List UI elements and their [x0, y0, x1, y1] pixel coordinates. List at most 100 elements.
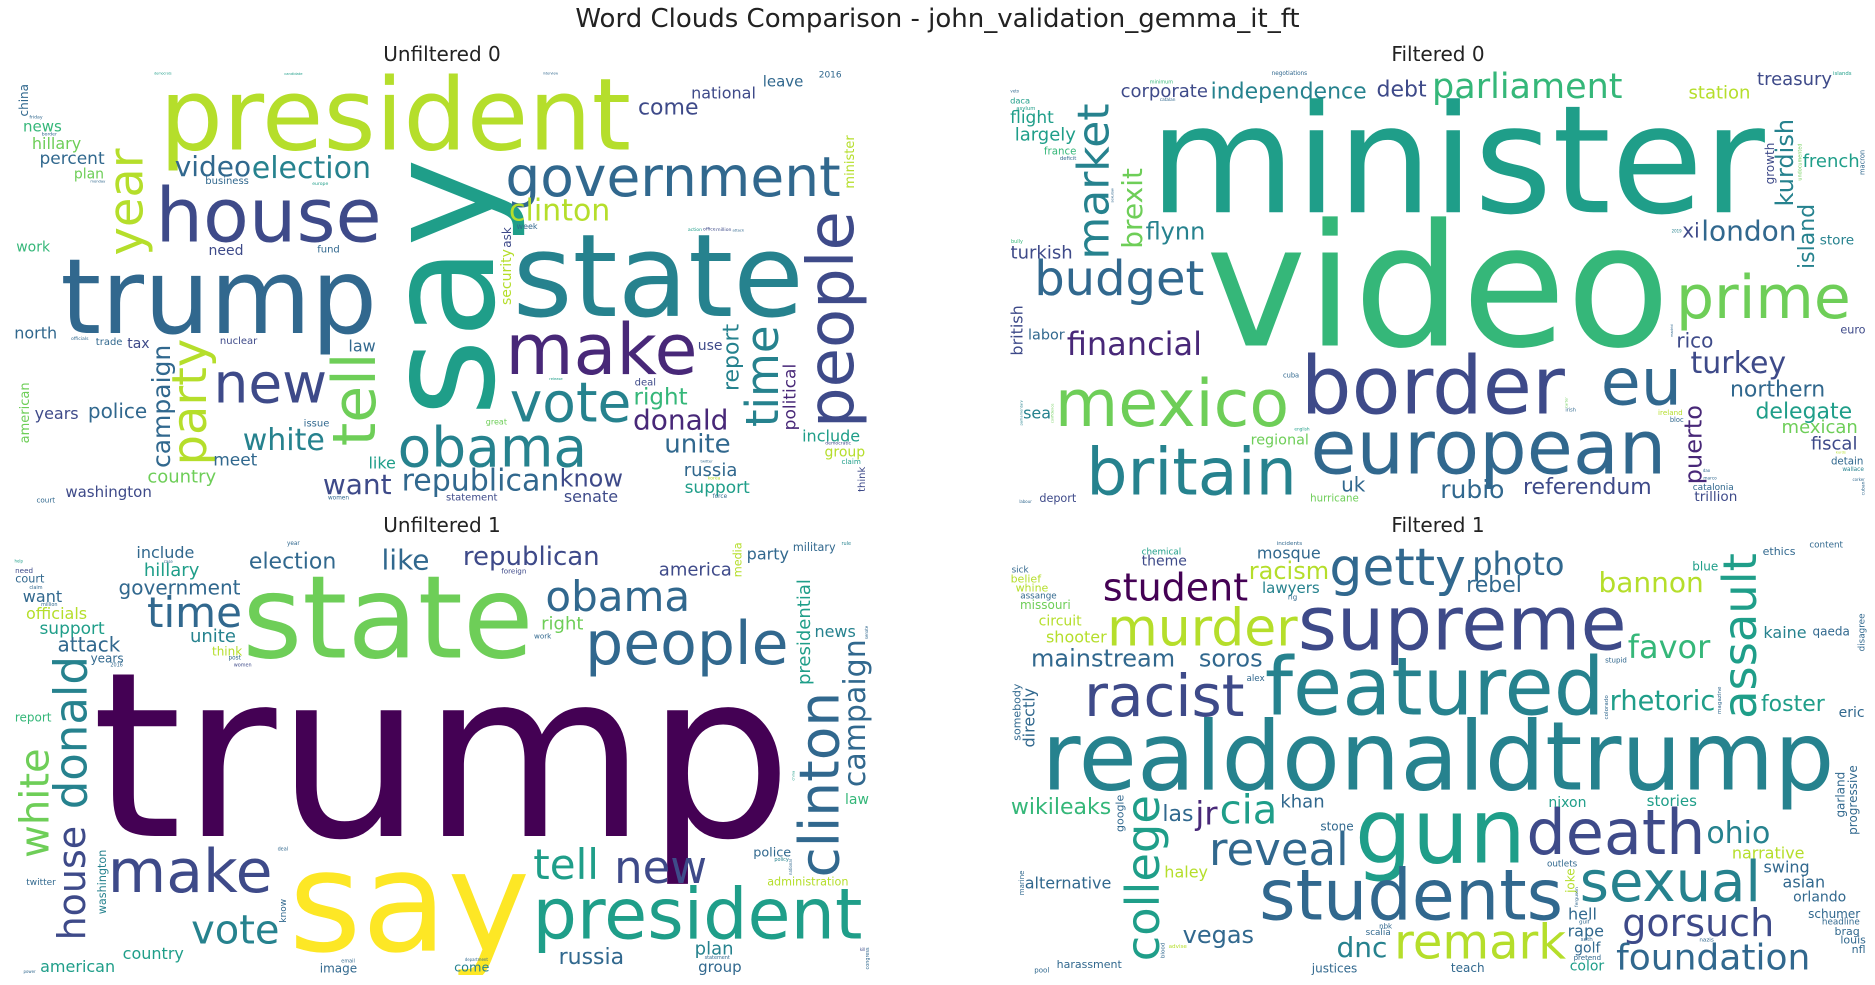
word-ask: ask — [500, 227, 514, 248]
word-island: island — [1795, 204, 1820, 269]
word-vote: vote — [510, 371, 632, 435]
word-stone: stone — [1320, 820, 1353, 834]
word-republican: republican — [402, 464, 560, 499]
word-deal: deal — [635, 377, 656, 388]
word-force: force — [713, 494, 728, 500]
panel-title-unfiltered-1: Unfiltered 1 — [383, 513, 501, 537]
word-euro: euro — [1840, 324, 1865, 337]
word-headline: headline — [1822, 918, 1860, 928]
word-come: come — [454, 960, 489, 975]
word-years: years — [35, 404, 79, 423]
word-2016: 2016 — [819, 71, 842, 81]
word-korea: korea — [708, 476, 721, 482]
word-france: france — [1044, 145, 1077, 157]
word-sekulow: sekulow — [1111, 188, 1115, 203]
word-north: north — [14, 324, 57, 343]
word-college: college — [1116, 795, 1170, 961]
word-wikileaks: wikileaks — [1011, 795, 1111, 820]
word-featured: featured — [1265, 641, 1605, 734]
word-include: include — [136, 543, 194, 562]
word-british: british — [1008, 305, 1027, 355]
word-getty: getty — [1329, 540, 1466, 598]
word-senate: senate — [564, 487, 618, 505]
word-sexual: sexual — [1580, 850, 1761, 915]
word-blue: blue — [1692, 559, 1718, 573]
word-google: google — [1113, 795, 1126, 832]
word-nazis: nazis — [1699, 937, 1714, 943]
word-turkey: turkey — [1691, 346, 1787, 381]
word-students: students — [1259, 854, 1563, 936]
word-assange: assange — [1020, 592, 1057, 602]
word-ohio: ohio — [1706, 816, 1770, 851]
word-want: want — [323, 468, 392, 501]
word-congress: congress — [865, 947, 871, 969]
word-nfl: nfl — [1852, 943, 1866, 956]
word-unite: unite — [664, 430, 730, 460]
wordcloud-unfiltered-0: say trump state president people house make tel… — [12, 70, 872, 505]
word-whine: whine — [1016, 581, 1049, 594]
word-directly: directly — [1020, 688, 1039, 748]
word-white: white — [243, 423, 325, 458]
word-women: women — [234, 663, 252, 669]
word-treasury: treasury — [1757, 70, 1832, 90]
word-deal: deal — [278, 846, 289, 852]
word-china: china — [792, 771, 796, 781]
word-donald: donald — [633, 404, 728, 437]
word-government: government — [119, 576, 241, 600]
word-come: come — [638, 96, 699, 121]
word-schumer: schumer — [1808, 907, 1860, 921]
word-senate: senate — [864, 625, 869, 639]
word-attack: attack — [58, 632, 121, 656]
word-unite: unite — [190, 626, 236, 647]
word-candidate: candidate — [284, 72, 303, 76]
word-new: new — [213, 351, 327, 415]
word-mainstream: mainstream — [1031, 645, 1175, 673]
word-tell: tell — [533, 840, 599, 889]
word-northern: northern — [1730, 377, 1825, 402]
word-khan: khan — [1280, 792, 1324, 813]
word-orlando: orlando — [1793, 890, 1846, 906]
word-carter: carter — [1565, 397, 1569, 408]
figure-title: Word Clouds Comparison - john_validation… — [575, 4, 1300, 34]
word-support: support — [39, 619, 105, 639]
word-pretend: pretend — [1574, 953, 1602, 962]
word-las: las — [1162, 802, 1193, 827]
word-rhetoric: rhetoric — [1610, 686, 1716, 717]
word-right: right — [541, 613, 583, 634]
word-teach: teach — [1451, 961, 1485, 975]
word-reveal: reveal — [1209, 823, 1349, 876]
word-brag: brag — [1835, 925, 1860, 938]
word-parliament: parliament — [1432, 70, 1622, 107]
word-years: years — [91, 652, 124, 666]
word-russia: russia — [684, 460, 738, 481]
word-confidence: confidence — [1051, 403, 1055, 423]
word-seth: seth — [1581, 937, 1594, 943]
word-twitter: twitter — [26, 878, 56, 888]
word-government: government — [505, 145, 840, 209]
word-europe: europe — [312, 181, 328, 187]
word-hurricane: hurricane — [1310, 492, 1359, 504]
word-kurds: kurds — [1836, 451, 1846, 455]
word-jr: jr — [1194, 795, 1218, 833]
word-nbk: nbk — [1379, 921, 1393, 930]
word-great: great — [486, 418, 507, 427]
word-claim: claim — [29, 585, 42, 591]
word-gorsuch: gorsuch — [1622, 901, 1774, 945]
word-officials: officials — [71, 336, 89, 342]
word-shooter: shooter — [1046, 627, 1107, 646]
word-justices: justices — [1311, 961, 1357, 975]
word-email: email — [341, 958, 355, 964]
word-joke: joke — [1564, 868, 1578, 894]
word-minister: minister — [843, 135, 858, 189]
word-narrative: narrative — [1732, 843, 1805, 862]
word-democrats: democrats — [154, 71, 172, 75]
word-president: president — [532, 874, 862, 956]
word-state: state — [242, 552, 533, 686]
word-like: like — [382, 543, 430, 576]
word-policy: policy — [774, 857, 789, 863]
word-daca: daca — [1010, 95, 1030, 105]
word-kill: kill — [860, 947, 866, 952]
word-trade: trade — [96, 337, 123, 348]
word-action: action — [688, 227, 702, 233]
word-security: security — [499, 249, 515, 305]
